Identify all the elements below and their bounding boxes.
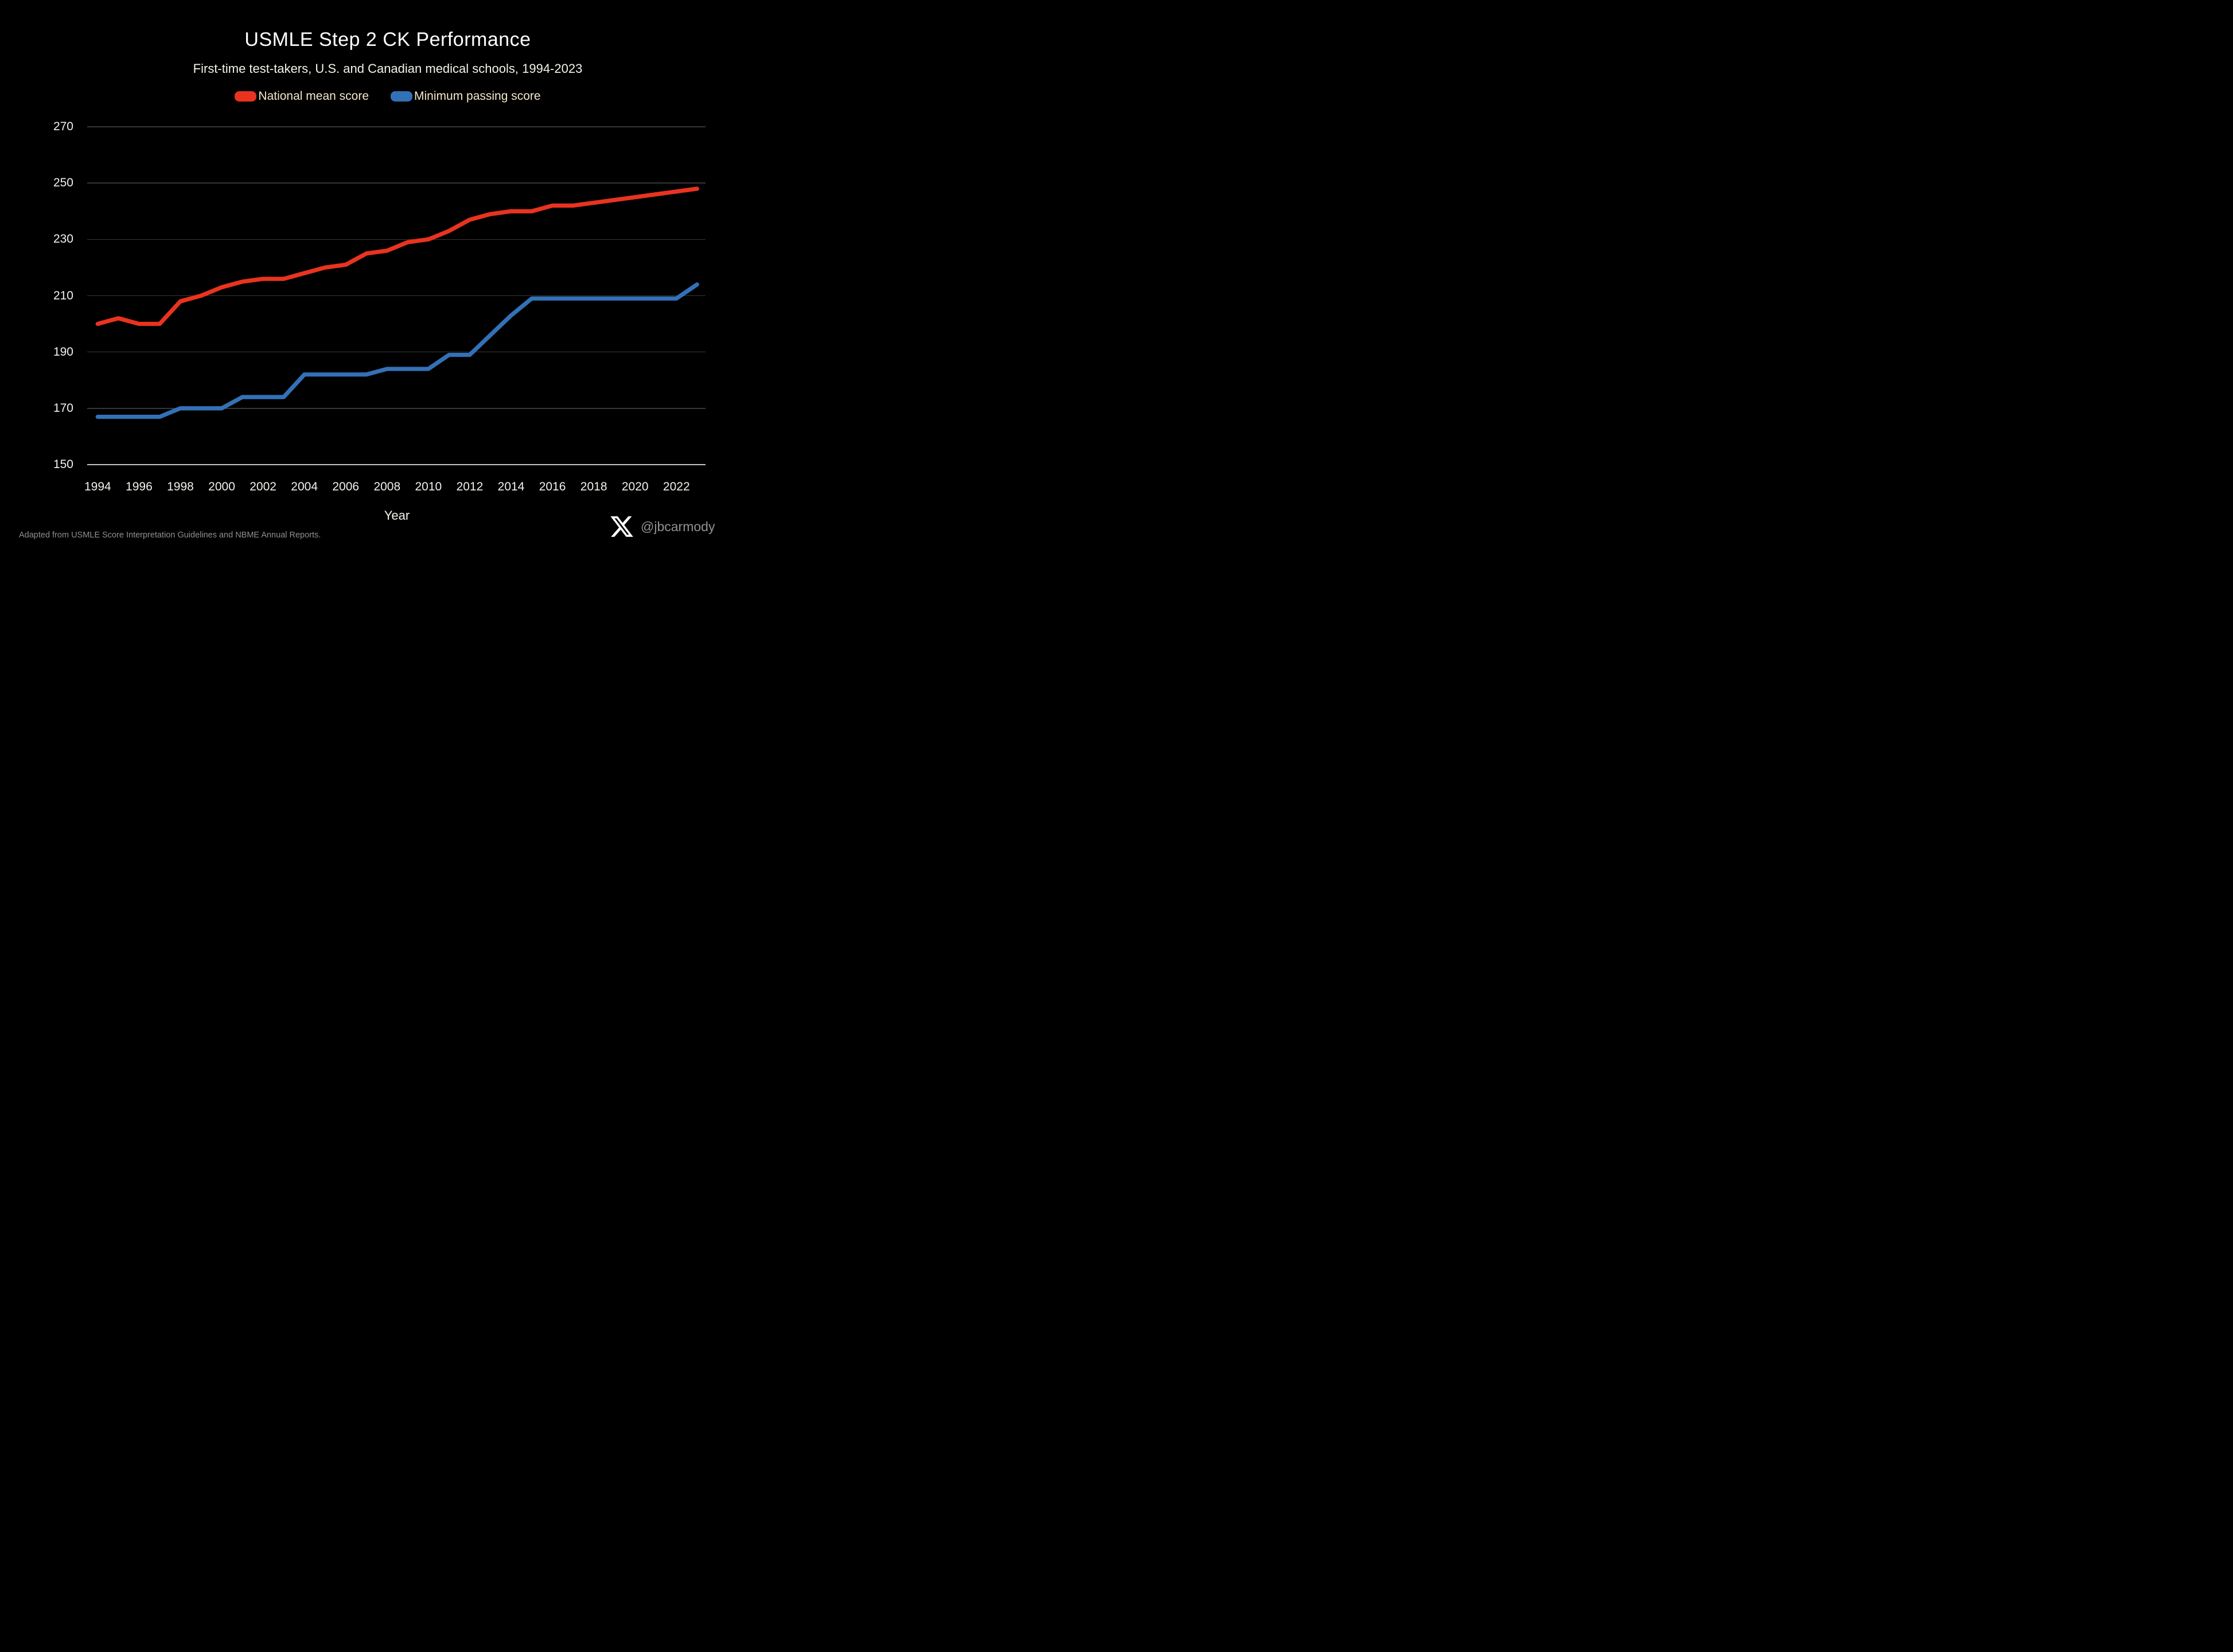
legend-swatch-minimum-passing (391, 91, 413, 102)
x-logo-icon (610, 516, 633, 537)
legend-swatch-national-mean (235, 91, 257, 102)
x-tick-label: 1998 (167, 480, 194, 493)
x-tick-label: 2018 (580, 480, 607, 493)
y-tick-label: 150 (53, 458, 73, 471)
x-axis-line (87, 464, 706, 465)
series-line-minimum-passing (95, 282, 699, 419)
y-tick-label: 190 (53, 345, 73, 359)
x-tick-label: 2002 (250, 480, 276, 493)
legend-label-minimum-passing: Minimum passing score (414, 89, 541, 103)
y-tick-label: 170 (53, 401, 73, 415)
x-tick-label: 2016 (539, 480, 566, 493)
gridline (87, 182, 706, 184)
gridline (87, 239, 706, 240)
x-tick-label: 2022 (663, 480, 690, 493)
x-axis-title: Year (384, 508, 410, 523)
x-tick-label: 1994 (84, 480, 111, 493)
x-tick-label: 2006 (332, 480, 360, 493)
chart-title: USMLE Step 2 CK Performance (244, 29, 531, 50)
gridline (87, 408, 706, 409)
x-tick-label: 2020 (621, 480, 649, 493)
y-tick-label: 230 (53, 232, 73, 246)
y-tick-label: 250 (53, 176, 73, 190)
plot-lines (95, 186, 699, 419)
x-tick-label: 2010 (415, 480, 442, 493)
x-tick-label: 2008 (373, 480, 401, 493)
gridline (87, 351, 706, 353)
legend: National mean score Minimum passing scor… (31, 89, 745, 103)
watermark: @jbcarmody (609, 513, 715, 540)
watermark-handle: @jbcarmody (641, 519, 715, 534)
chart-page: USMLE Step 2 CK Performance First-time t… (0, 0, 745, 551)
y-tick-label: 210 (53, 289, 73, 302)
y-tick-label: 270 (53, 120, 73, 133)
chart-subtitle: First-time test-takers, U.S. and Canadia… (193, 61, 583, 76)
legend-label-national-mean: National mean score (258, 89, 369, 103)
x-tick-label: 2014 (497, 480, 525, 493)
x-tick-label: 2000 (208, 480, 235, 493)
footnote: Adapted from USMLE Score Interpretation … (19, 531, 321, 540)
series-line-national-mean (95, 186, 699, 326)
x-tick-label: 1996 (126, 480, 153, 493)
legend-item-national-mean: National mean score (235, 89, 369, 103)
legend-item-minimum-passing: Minimum passing score (391, 89, 541, 103)
x-tick-label: 2012 (456, 480, 484, 493)
x-tick-label: 2004 (291, 480, 318, 493)
gridline (87, 126, 706, 127)
gridline (87, 295, 706, 297)
